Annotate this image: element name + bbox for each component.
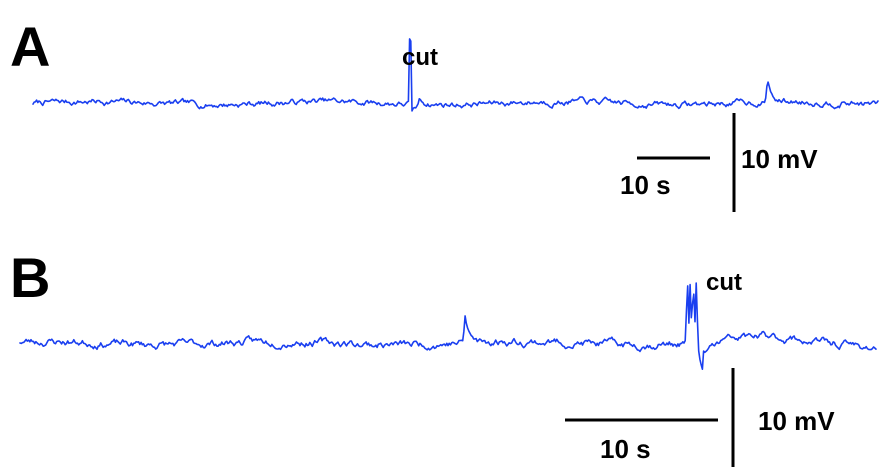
annotation-cut-a: cut <box>402 44 438 71</box>
panel-label-b: B <box>10 246 50 309</box>
panel-b: B cut 10 s 10 mV <box>10 246 877 467</box>
panel-a: A cut 10 s 10 mV <box>10 15 879 212</box>
panel-label-a: A <box>10 15 50 78</box>
voltage-scale-label-a: 10 mV <box>741 144 818 174</box>
annotation-cut-b: cut <box>706 269 742 296</box>
trace-b-series <box>19 282 877 370</box>
voltage-scale-label-b: 10 mV <box>758 406 835 436</box>
trace-a-series <box>32 38 879 112</box>
time-scale-label-a: 10 s <box>620 170 671 200</box>
time-scale-label-b: 10 s <box>600 434 651 464</box>
